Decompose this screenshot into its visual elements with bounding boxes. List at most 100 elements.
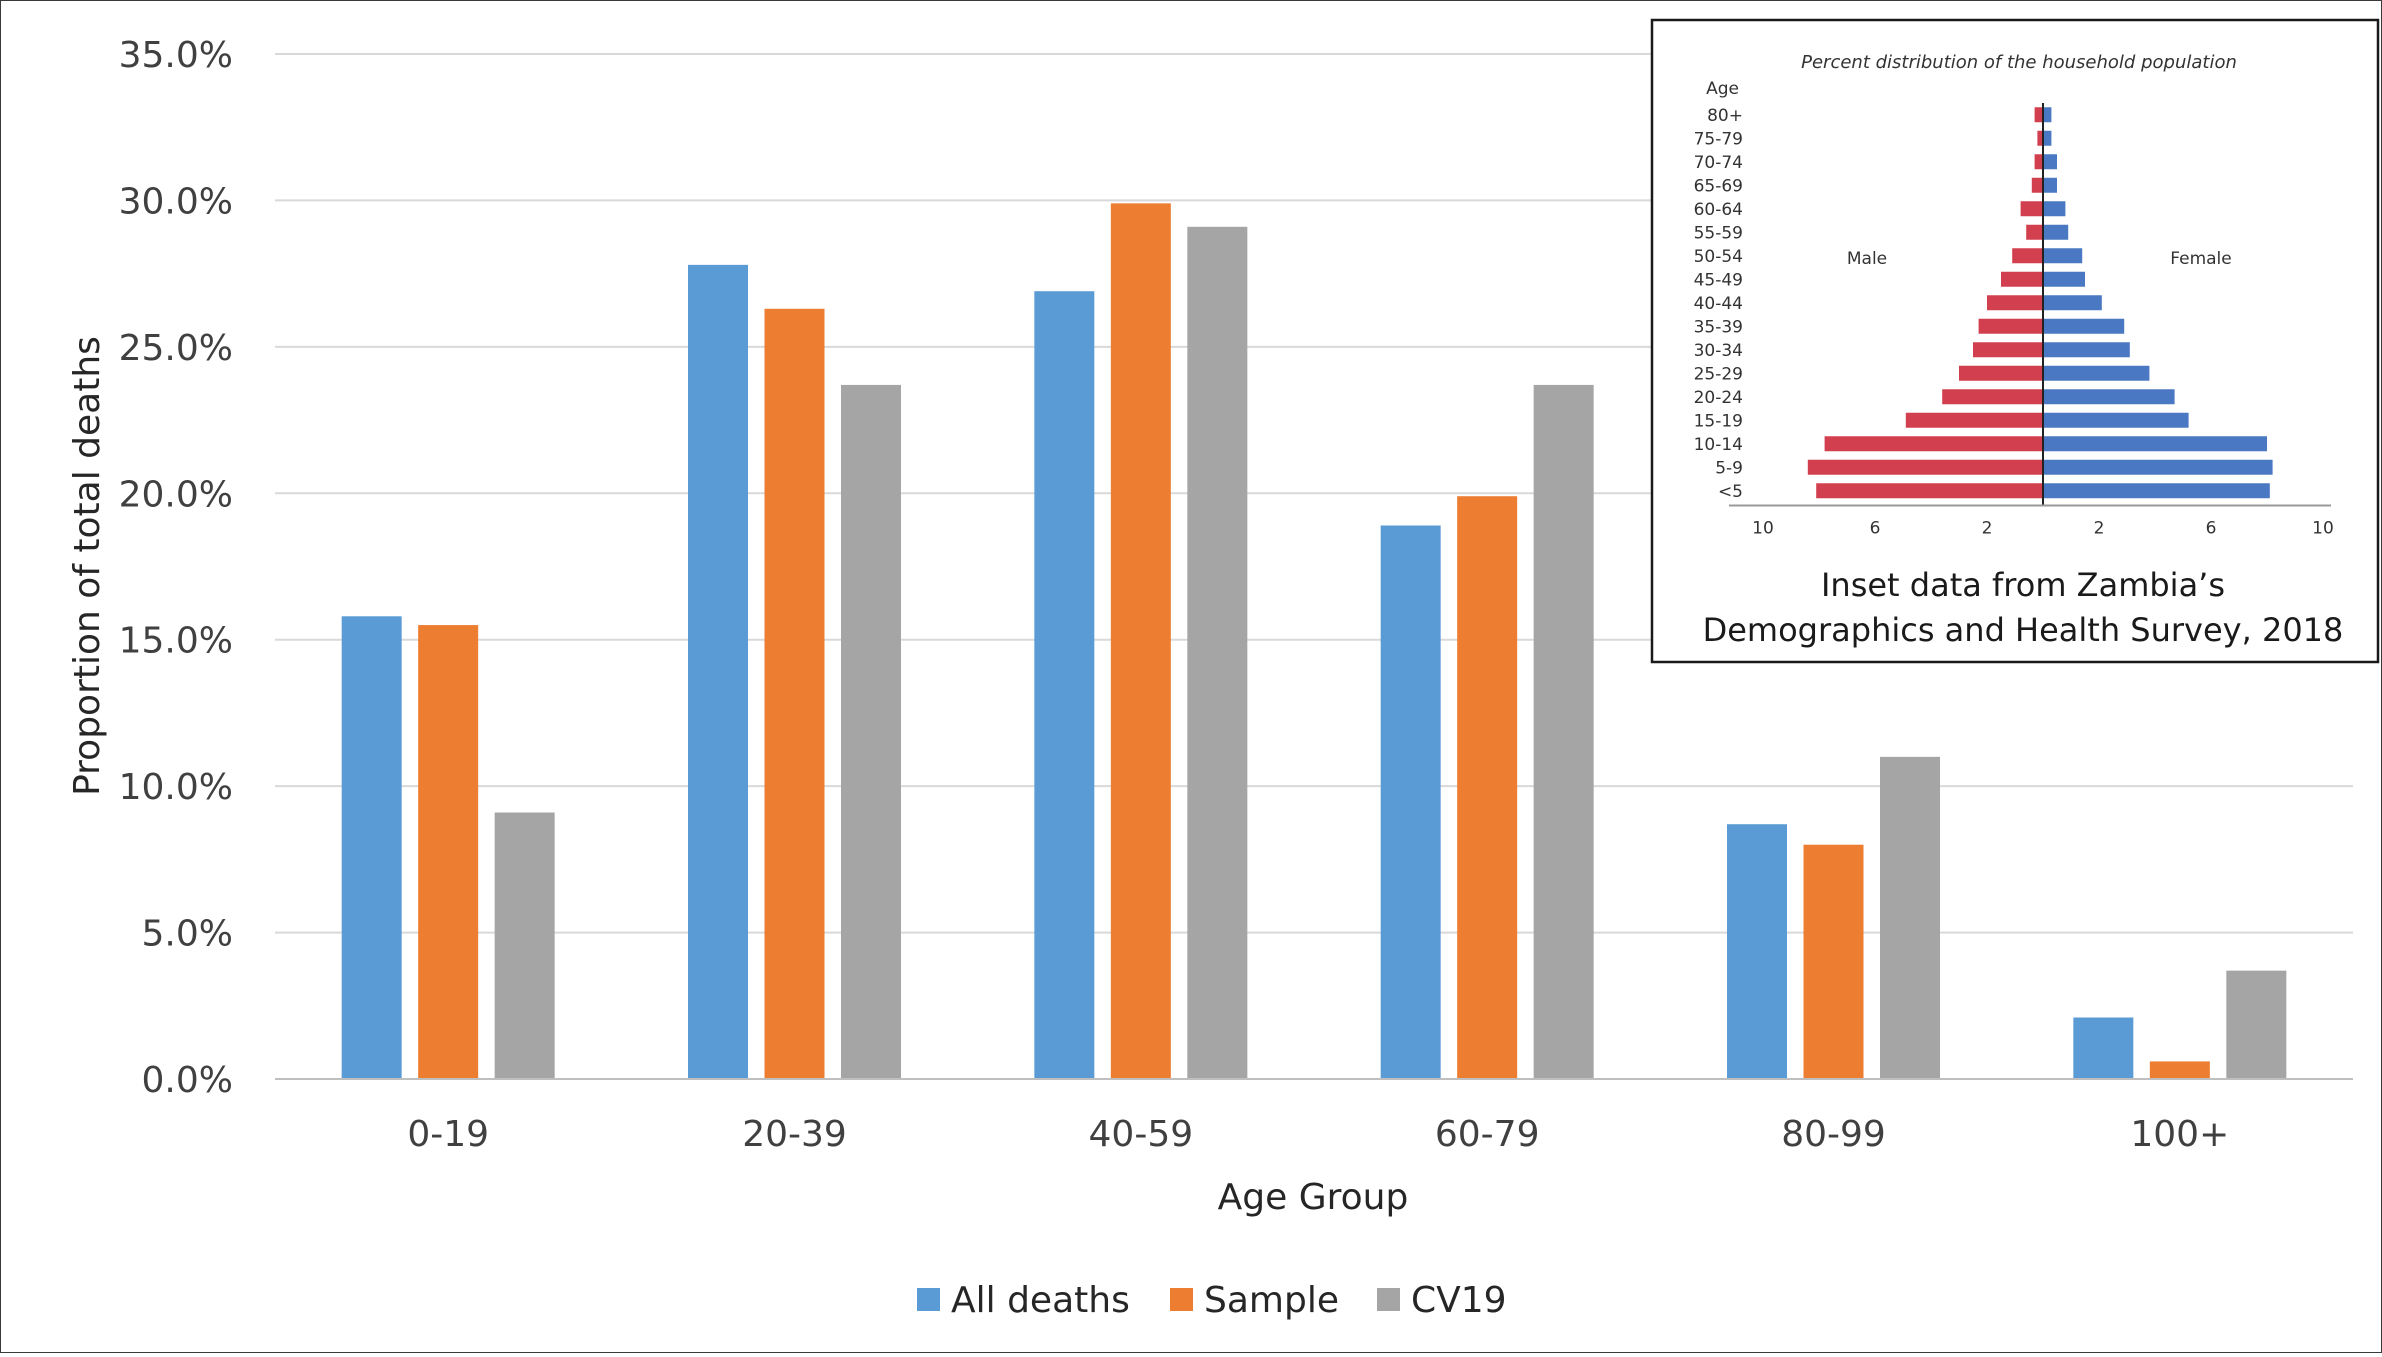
inset-bar-male [1973, 342, 2043, 358]
inset-bar-female [2043, 295, 2102, 311]
inset-bar-male [1824, 436, 2043, 452]
inset-age-tick: 70-74 [1694, 153, 1743, 173]
inset-bar-male [1959, 365, 2043, 381]
inset-row: 5-9 [1715, 458, 2273, 478]
y-tick-label: 20.0% [119, 474, 233, 515]
inset-row: 70-74 [1694, 153, 2057, 173]
bar-all-deaths [1034, 291, 1095, 1079]
inset-caption-line2: Demographics and Health Survey, 2018 [1703, 611, 2344, 649]
bar-all-deaths [2073, 1017, 2134, 1079]
inset-row: 25-29 [1694, 364, 2150, 384]
x-tick-label: 100+ [2130, 1114, 2229, 1155]
inset-bar-male [2012, 248, 2043, 264]
legend-label: CV19 [1411, 1280, 1507, 1321]
y-tick-label: 35.0% [119, 35, 233, 76]
inset-row: 35-39 [1694, 317, 2125, 337]
inset-age-tick: 55-59 [1694, 223, 1743, 243]
inset-bar-male [1905, 412, 2043, 428]
inset-row: 10-14 [1694, 435, 2267, 455]
inset-bar-female [2043, 130, 2052, 146]
bar-cv19 [1187, 226, 1248, 1080]
inset-row: 80+ [1707, 106, 2052, 126]
inset-bar-female [2043, 436, 2267, 452]
inset-bar-male [1942, 389, 2043, 405]
inset-age-tick: 15-19 [1694, 411, 1743, 431]
inset-age-label: Age [1706, 79, 1739, 99]
inset-bar-male [1816, 483, 2043, 499]
inset-bar-male [2001, 271, 2043, 287]
legend-label: Sample [1204, 1280, 1339, 1321]
x-axis-ticks: 0-19 20-39 40-59 60-79 80-99 100+ [407, 1114, 2229, 1155]
legend-swatch [1377, 1288, 1400, 1311]
inset-age-tick: 75-79 [1694, 129, 1743, 149]
inset-age-tick: 5-9 [1715, 458, 1743, 478]
inset-age-tick: 60-64 [1694, 200, 1743, 220]
y-tick-label: 10.0% [119, 767, 233, 808]
y-tick-label: 15.0% [119, 621, 233, 662]
inset-x-tick-label: 10 [1752, 519, 1774, 539]
inset-legend-male: Male [1847, 249, 1887, 269]
inset-row: 30-34 [1694, 341, 2130, 361]
x-tick-label: 0-19 [407, 1114, 489, 1155]
inset-bar-female [2043, 459, 2273, 475]
inset-row: 50-54 [1694, 247, 2083, 267]
inset-bar-female [2043, 224, 2069, 240]
inset-row: 65-69 [1694, 176, 2057, 196]
bar-sample [764, 308, 825, 1079]
inset-age-tick: <5 [1718, 482, 1743, 502]
bar-cv19 [1533, 384, 1594, 1079]
bar-cv19 [494, 812, 555, 1079]
x-tick-label: 40-59 [1089, 1114, 1194, 1155]
x-tick-label: 60-79 [1435, 1114, 1540, 1155]
bar-all-deaths [341, 616, 402, 1079]
bar-cv19 [841, 384, 901, 1079]
legend-label: All deaths [951, 1280, 1130, 1321]
bar-cv19 [1880, 756, 1940, 1079]
inset-row: 60-64 [1694, 200, 2066, 220]
bar-cv19 [2226, 970, 2287, 1079]
bar-sample [1110, 203, 1171, 1079]
inset-bar-female [2043, 483, 2270, 499]
inset-age-tick: 45-49 [1694, 270, 1743, 290]
inset-bar-female [2043, 248, 2083, 264]
inset-row: 75-79 [1694, 129, 2052, 149]
y-tick-label: 5.0% [142, 914, 233, 955]
inset-x-tick-label: 10 [2312, 519, 2334, 539]
inset-legend-female: Female [2170, 249, 2231, 269]
inset-bar-female [2043, 154, 2057, 170]
x-axis-title: Age Group [1218, 1177, 1409, 1218]
inset-bar-female [2043, 177, 2057, 193]
inset-x-axis-ticks: 10 6 2 2 6 10 [1752, 519, 2334, 539]
bars [341, 203, 2287, 1080]
x-tick-label: 80-99 [1781, 1114, 1886, 1155]
bar-sample [1803, 844, 1864, 1079]
bar-sample [2149, 1061, 2210, 1079]
inset-row: 15-19 [1694, 411, 2189, 431]
inset-bar-female [2043, 365, 2150, 381]
y-tick-label: 25.0% [119, 328, 233, 369]
inset-row: 40-44 [1694, 294, 2102, 314]
inset-age-tick: 20-24 [1694, 388, 1743, 408]
y-tick-label: 30.0% [119, 181, 233, 222]
inset-age-tick: 80+ [1707, 106, 1743, 126]
bar-sample [418, 625, 479, 1079]
inset-age-tick: 65-69 [1694, 176, 1743, 196]
inset-bar-female [2043, 271, 2085, 287]
inset-row: <5 [1718, 482, 2270, 502]
inset-bar-female [2043, 389, 2175, 405]
x-tick-label: 20-39 [742, 1114, 847, 1155]
inset-title: Percent distribution of the household po… [1801, 52, 2237, 73]
bar-all-deaths [688, 264, 748, 1079]
inset-bar-male [1987, 295, 2043, 311]
inset-bar-male [2031, 177, 2043, 193]
inset-row: 45-49 [1694, 270, 2085, 290]
inset-bar-female [2043, 107, 2052, 123]
inset-row: 55-59 [1694, 223, 2069, 243]
inset-age-tick: 35-39 [1694, 317, 1743, 337]
inset-bar-female [2043, 342, 2130, 358]
inset-chart: Percent distribution of the household po… [1650, 18, 2380, 664]
inset-bar-male [1807, 459, 2043, 475]
legend-item: All deaths [917, 1280, 1130, 1321]
